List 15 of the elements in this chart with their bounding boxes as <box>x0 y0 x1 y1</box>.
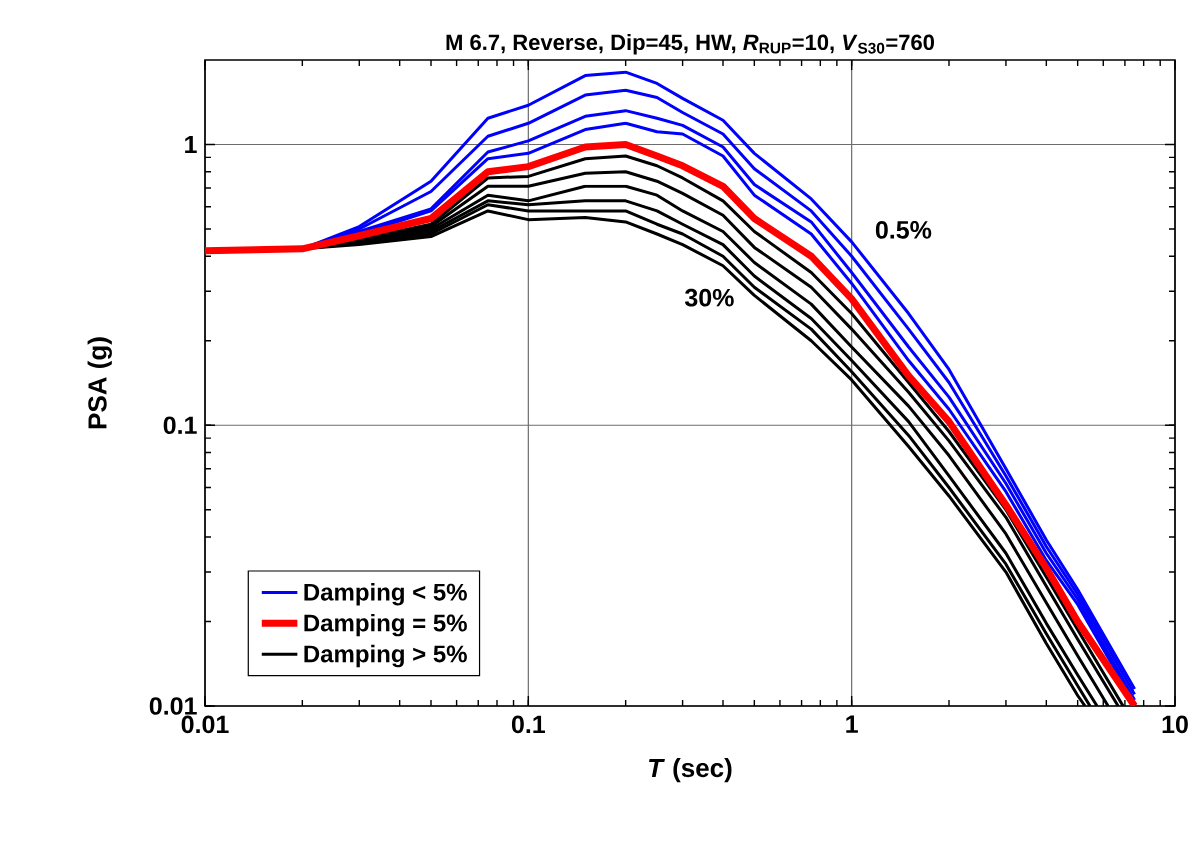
x-tick-label: 0.1 <box>511 715 546 734</box>
x-axis-title: T (sec) <box>649 758 732 783</box>
x-tick-label: 0.01 <box>181 715 229 734</box>
x-tick-label: 1 <box>846 715 858 733</box>
annotation: 0.5% <box>875 221 932 239</box>
y-tick-label: 0.01 <box>149 697 197 715</box>
y-tick-label: 0.1 <box>163 416 197 435</box>
legend-label: Damping < 5% <box>304 583 467 606</box>
y-tick-label: 1 <box>185 135 197 154</box>
annotation: 30% <box>684 288 734 307</box>
legend-label: Damping > 5% <box>304 644 467 668</box>
x-tick-label: 10 <box>1162 715 1188 734</box>
legend-label: Damping = 5% <box>304 613 467 637</box>
y-axis-title: PSA (g) <box>87 337 112 429</box>
chart-title: M 6.7, Reverse, Dip=45, HW, R$_{RUP}$=10, V$_{S30}$=760 <box>446 33 935 55</box>
